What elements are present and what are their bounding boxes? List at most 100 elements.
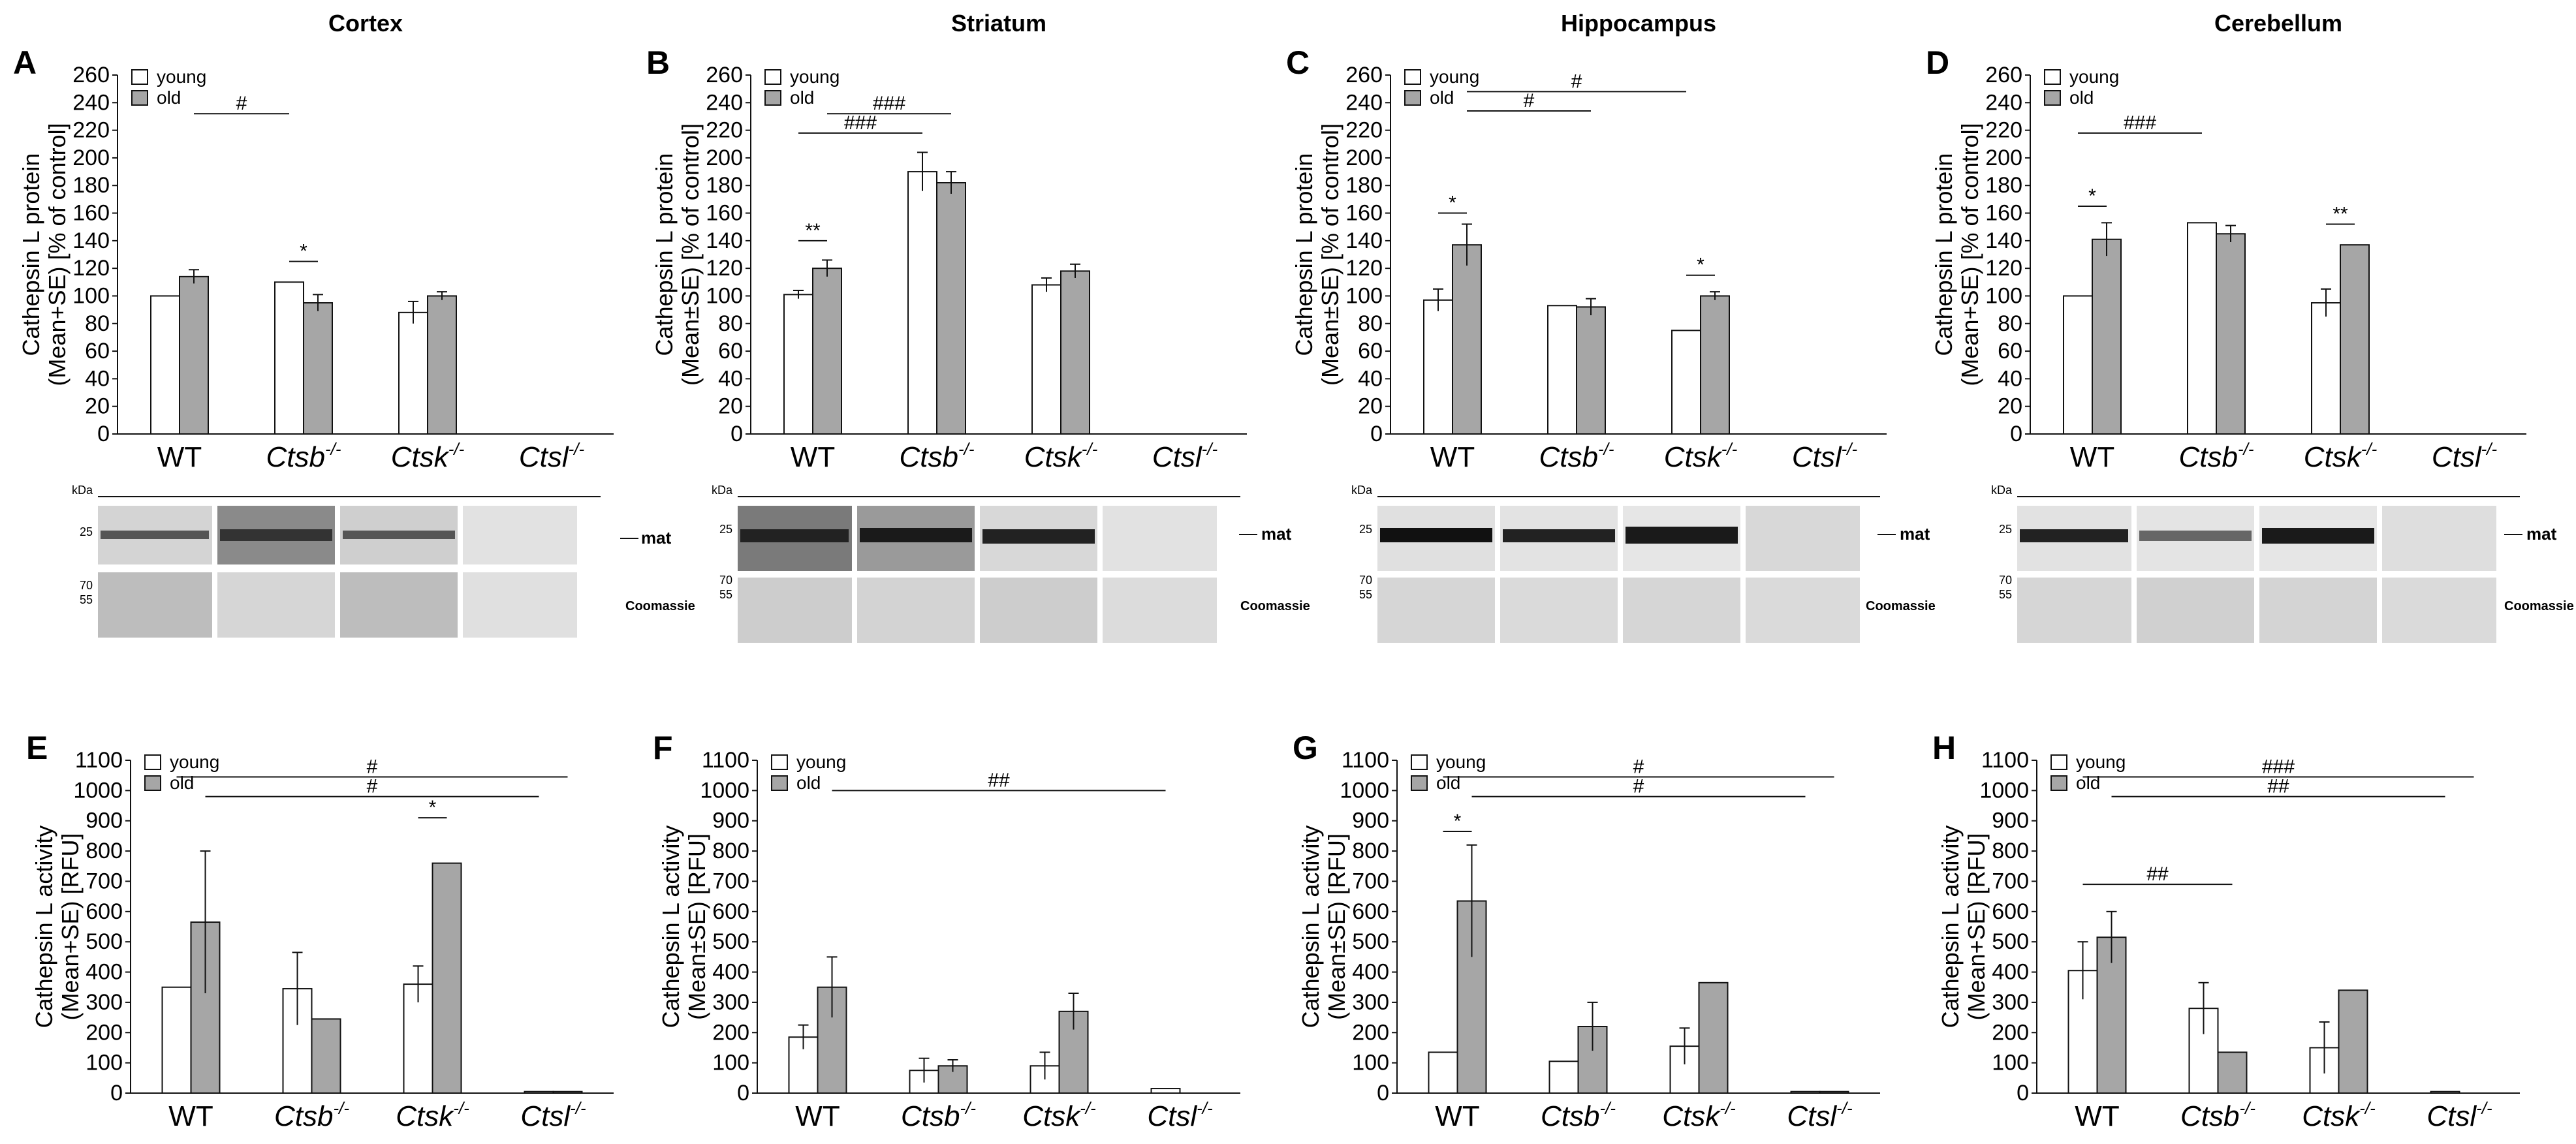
y-tick-label: 500 <box>1352 929 1389 954</box>
category-name: Ctsl <box>2432 441 2482 473</box>
legend-swatch-young <box>2050 754 2067 770</box>
significance-marker: * <box>300 241 307 262</box>
coomassie-lane-1 <box>2017 578 2131 643</box>
category-label-3: Ctsk-/- <box>1022 1098 1096 1132</box>
coomassie-lane-4 <box>1746 578 1860 643</box>
y-tick-label: 260 <box>1985 63 2022 87</box>
category-superscript: -/- <box>1720 1098 1736 1118</box>
y-axis-label-line: Cathepsin L activity <box>657 826 684 1028</box>
blot-marker-25: 25 <box>719 523 732 536</box>
coomassie-lane-2 <box>1500 578 1618 643</box>
y-tick-label: 0 <box>2017 1081 2029 1105</box>
chart-panel-D: D020406080100120140160180200220240260Cat… <box>1926 44 2526 473</box>
bar-young-3 <box>1671 330 1701 435</box>
significance-marker: * <box>1449 193 1456 214</box>
blot-marker-70: 70 <box>80 579 93 592</box>
y-tick-label: 200 <box>712 1020 749 1045</box>
blot-mat-label: mat <box>1900 524 1930 544</box>
legend-label-young: young <box>1430 67 1479 87</box>
y-tick-label: 120 <box>1345 256 1383 281</box>
y-axis-label: Cathepsin L activity(Mean+SE) [RFU] <box>31 826 84 1028</box>
bar-young-1 <box>150 295 180 435</box>
bar-young-1 <box>161 986 192 1094</box>
y-axis-label-line: (Mean±SE) [RFU] <box>683 833 710 1020</box>
category-superscript: -/- <box>1721 439 1738 459</box>
panel-letter: E <box>26 730 48 766</box>
bar-old-3 <box>1060 270 1090 435</box>
y-tick-label: 100 <box>86 1051 123 1075</box>
coomassie-lane-1 <box>1377 578 1495 643</box>
significance-marker: ### <box>2262 756 2295 778</box>
significance-marker: * <box>1697 255 1704 276</box>
significance-marker: ** <box>2333 203 2348 224</box>
significance-marker: ### <box>844 112 877 134</box>
legend-swatch-old <box>1404 90 1421 106</box>
bar-old-3 <box>1700 295 1730 435</box>
y-tick-label: 160 <box>1985 201 2022 226</box>
legend-swatch-young <box>131 69 148 85</box>
y-tick-label: 100 <box>1985 283 2022 308</box>
blot-mat-lane-4 <box>463 506 577 564</box>
blot-coomassie-label: Coomassie <box>2504 599 2574 613</box>
category-name: Ctsk <box>1024 441 1083 473</box>
significance-marker: # <box>367 776 378 797</box>
y-tick-label: 700 <box>1352 869 1389 893</box>
blot-marker-55: 55 <box>1359 588 1372 601</box>
blot-marker-25: 25 <box>1359 523 1372 536</box>
category-name: Ctsk <box>2302 1100 2361 1132</box>
y-tick-label: 200 <box>1992 1020 2029 1045</box>
bar-young-3 <box>1031 284 1061 435</box>
y-tick-label: 100 <box>706 283 743 308</box>
y-tick-label: 100 <box>72 283 110 308</box>
panel-letter: C <box>1286 44 1310 81</box>
significance-marker: # <box>1633 776 1644 797</box>
panel-letter: B <box>646 44 670 81</box>
category-superscript: -/- <box>325 439 341 459</box>
legend-label-young: young <box>790 67 840 87</box>
legend-label-old: old <box>2069 87 2094 108</box>
y-axis-label-line: Cathepsin L activity <box>1297 826 1324 1028</box>
category-name: Ctsl <box>1152 441 1202 473</box>
blot-mat-lane-4 <box>1746 506 1860 571</box>
bar-old-2 <box>2216 233 2246 435</box>
category-label-2: Ctsb-/- <box>899 439 974 473</box>
category-name: Ctsk <box>2304 441 2363 473</box>
bar-young-1 <box>783 294 813 435</box>
y-tick-label: 100 <box>712 1051 749 1075</box>
category-label-2: Ctsb-/- <box>901 1098 976 1132</box>
y-tick-label: 900 <box>86 809 123 833</box>
bar-old-3 <box>1698 982 1729 1094</box>
bar-young-3 <box>398 311 428 435</box>
coomassie-lane-2 <box>857 578 975 643</box>
category-label-1: WT <box>168 1100 213 1132</box>
blot-coomassie-label: Coomassie <box>1866 599 1936 613</box>
y-tick-label: 800 <box>1992 839 2029 863</box>
significance-marker: * <box>429 797 437 818</box>
blot-kda-label: kDa <box>72 484 93 497</box>
category-superscript: -/- <box>2238 439 2254 459</box>
y-axis-label: Cathepsin L activity(Mean+SE) [RFU] <box>1937 826 1990 1028</box>
category-name: Ctsl <box>519 441 569 473</box>
blot-marker-55: 55 <box>719 588 732 601</box>
y-tick-label: 600 <box>86 899 123 924</box>
category-label-1: WT <box>1430 441 1475 473</box>
western-blot-hippocampus: kDa 25 mat 70 55 Coomassie <box>1351 484 1936 643</box>
y-tick-label: 700 <box>712 869 749 893</box>
category-name: Ctsk <box>391 441 450 473</box>
blot-mat-lane-4 <box>2382 506 2496 571</box>
category-superscript: -/- <box>448 439 465 459</box>
y-tick-label: 40 <box>1358 366 1383 391</box>
y-tick-label: 160 <box>72 201 110 226</box>
y-tick-label: 400 <box>712 960 749 985</box>
blot-marker-70: 70 <box>719 574 732 587</box>
significance-marker: # <box>367 756 378 778</box>
y-tick-label: 300 <box>1992 990 2029 1015</box>
significance-marker: ## <box>988 769 1010 791</box>
bar-old-3 <box>427 295 457 435</box>
category-label-2: Ctsb-/- <box>274 1098 349 1132</box>
bar-old-3 <box>432 862 462 1094</box>
category-name: Ctsl <box>520 1100 571 1132</box>
category-name: Ctsb <box>1541 1100 1599 1132</box>
legend-label-young: young <box>157 67 206 87</box>
category-label-1: WT <box>2070 441 2114 473</box>
